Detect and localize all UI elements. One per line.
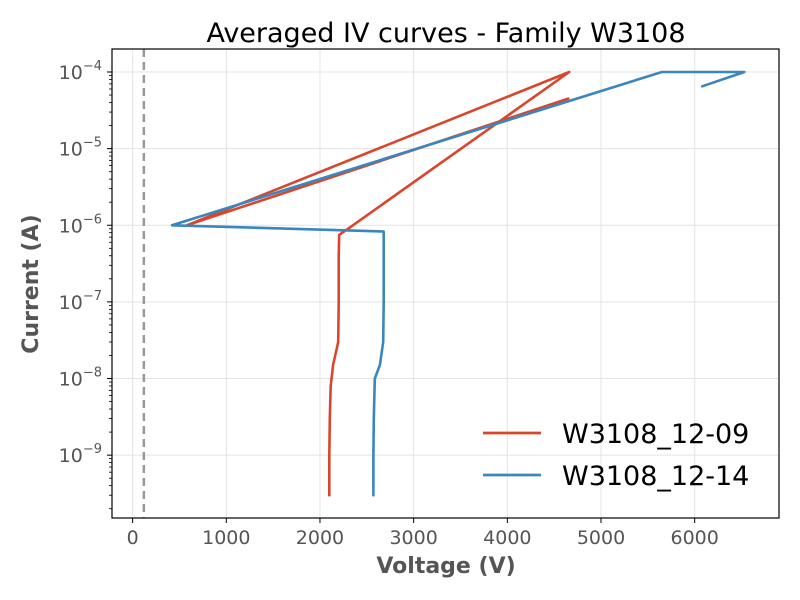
y-tick-label: 10−5 (59, 136, 102, 161)
x-tick-label: 3000 (389, 527, 437, 549)
y-tick-label: 10−8 (59, 366, 102, 391)
y-tick-label: 10−6 (59, 212, 102, 237)
x-tick-label: 2000 (296, 527, 344, 549)
y-tick-label: 10−7 (59, 289, 102, 314)
legend-label: W3108_12-14 (562, 461, 749, 492)
chart-title: Averaged IV curves - Family W3108 (206, 18, 685, 49)
x-tick-label: 0 (127, 527, 139, 549)
x-tick-label: 5000 (577, 527, 625, 549)
series-line-2 (170, 70, 746, 497)
y-tick-label: 10−4 (59, 59, 102, 84)
y-axis-label: Current (A) (19, 214, 44, 353)
series-line-1 (185, 70, 571, 497)
y-tick-label: 10−9 (59, 442, 102, 467)
legend-label: W3108_12-09 (562, 419, 749, 450)
tick-layer: 0 1000 2000 3000 4000 5000 6000 10−9 10−8 10−7 10−… (59, 59, 719, 549)
x-axis-label: Voltage (V) (376, 554, 515, 579)
x-tick-label: 1000 (202, 527, 250, 549)
series-layer (170, 70, 746, 497)
plot-frame (111, 48, 780, 519)
x-tick-label: 4000 (483, 527, 531, 549)
x-tick-label: 6000 (671, 527, 719, 549)
legend: W3108_12-09 W3108_12-14 (483, 419, 749, 492)
